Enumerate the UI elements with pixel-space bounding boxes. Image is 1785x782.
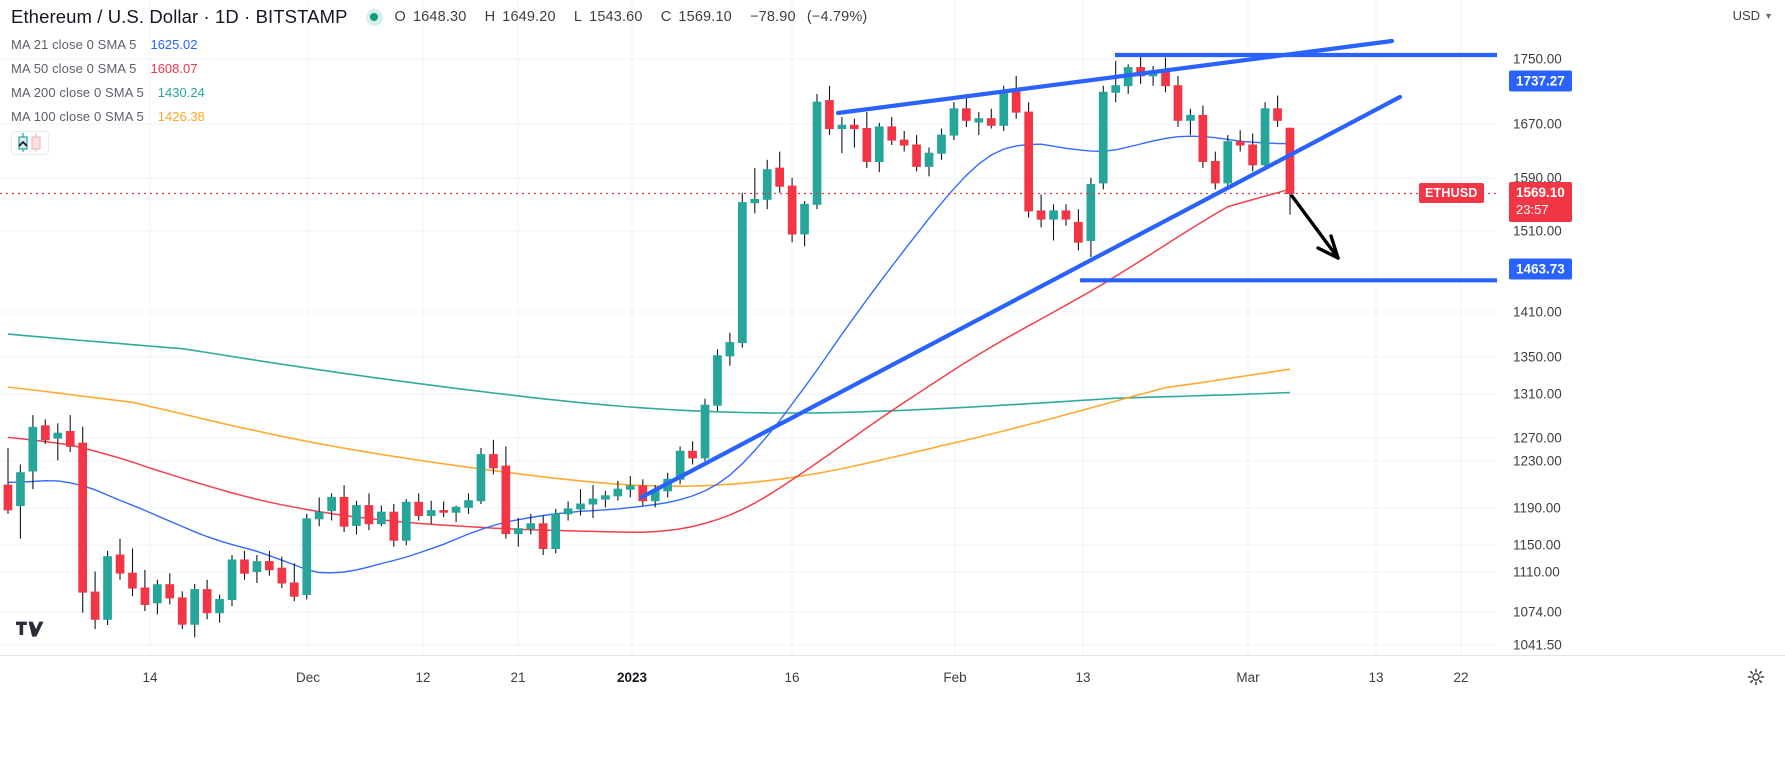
time-tick: 21 (510, 670, 526, 685)
price-tick: 1230.00 (1513, 453, 1562, 469)
currency-selector[interactable]: USD ▼ (1733, 8, 1773, 23)
chart-plot-area[interactable] (0, 0, 1497, 655)
time-tick: 13 (1075, 670, 1091, 685)
price-axis[interactable]: USD ▼ 1750.00 1670.00 1590.00 1510.00 1410.0… (1419, 0, 1785, 655)
current-price-value: 1569.10 (1516, 185, 1565, 200)
chevron-down-icon: ▼ (1764, 10, 1773, 21)
level-price-badge[interactable]: 1737.27 (1509, 70, 1572, 92)
time-tick: 16 (784, 670, 800, 685)
current-price-badge[interactable]: 1569.10 23:57 (1509, 182, 1572, 223)
price-tick: 1750.00 (1513, 51, 1562, 67)
price-tick: 1150.00 (1513, 537, 1561, 553)
price-tick: 1670.00 (1513, 116, 1562, 132)
status-badge: ETHUSD (1419, 183, 1484, 203)
tradingview-logo-icon[interactable] (16, 620, 46, 645)
currency-label: USD (1732, 8, 1761, 23)
candlestick-series (0, 56, 1497, 638)
price-tick: 1590.00 (1513, 170, 1562, 186)
level-price-badge[interactable]: 1463.73 (1509, 258, 1572, 280)
chart-gridlines (0, 0, 1497, 655)
price-tick: 1310.00 (1513, 386, 1562, 402)
candlestick-type-icon[interactable] (11, 131, 49, 155)
price-tick: 1110.00 (1513, 564, 1560, 580)
time-tick: 12 (415, 670, 431, 685)
price-tick: 1350.00 (1513, 349, 1562, 365)
time-tick: 14 (142, 670, 158, 685)
gear-icon[interactable] (1747, 668, 1765, 686)
price-tick: 1190.00 (1513, 500, 1561, 516)
price-tick: 1270.00 (1513, 430, 1562, 446)
time-tick: Dec (295, 670, 321, 685)
drawing-annotations[interactable] (0, 0, 1497, 655)
price-tick: 1041.50 (1513, 637, 1562, 653)
time-tick: 13 (1368, 670, 1384, 685)
bar-countdown: 23:57 (1516, 201, 1549, 217)
time-tick: 2023 (616, 670, 648, 685)
price-tick: 1074.00 (1513, 604, 1562, 620)
time-tick: Feb (943, 670, 967, 685)
price-tick: 1410.00 (1513, 304, 1562, 320)
price-tick: 1510.00 (1513, 223, 1562, 239)
time-tick: Mar (1236, 670, 1260, 685)
time-axis[interactable]: 14 Dec 12 21 2023 16 Feb 13 Mar 13 22 (0, 655, 1785, 782)
time-tick: 22 (1453, 670, 1469, 685)
